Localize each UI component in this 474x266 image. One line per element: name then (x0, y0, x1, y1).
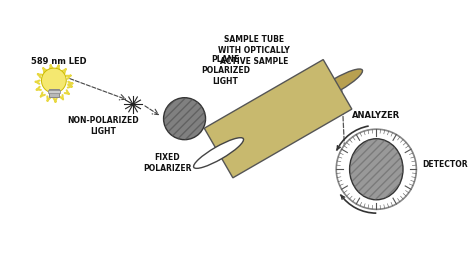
Circle shape (41, 68, 66, 93)
Ellipse shape (312, 69, 363, 100)
Text: 589 nm LED: 589 nm LED (31, 57, 86, 66)
Polygon shape (204, 60, 352, 178)
Circle shape (336, 129, 416, 209)
Ellipse shape (193, 138, 244, 168)
Text: DETECTOR: DETECTOR (422, 160, 468, 169)
Ellipse shape (164, 98, 206, 140)
Bar (49, 89, 59, 97)
Text: NON-POLARIZED
LIGHT: NON-POLARIZED LIGHT (68, 116, 139, 136)
Ellipse shape (350, 139, 403, 200)
Text: FIXED
POLARIZER: FIXED POLARIZER (143, 153, 191, 173)
Text: ANALYZER: ANALYZER (352, 111, 401, 120)
Bar (48, 90, 60, 93)
Text: SAMPLE TUBE
WITH OPTICALLY
ACTIVE SAMPLE: SAMPLE TUBE WITH OPTICALLY ACTIVE SAMPLE (219, 35, 290, 66)
Text: PLANE
POLARIZED
LIGHT: PLANE POLARIZED LIGHT (201, 55, 250, 86)
